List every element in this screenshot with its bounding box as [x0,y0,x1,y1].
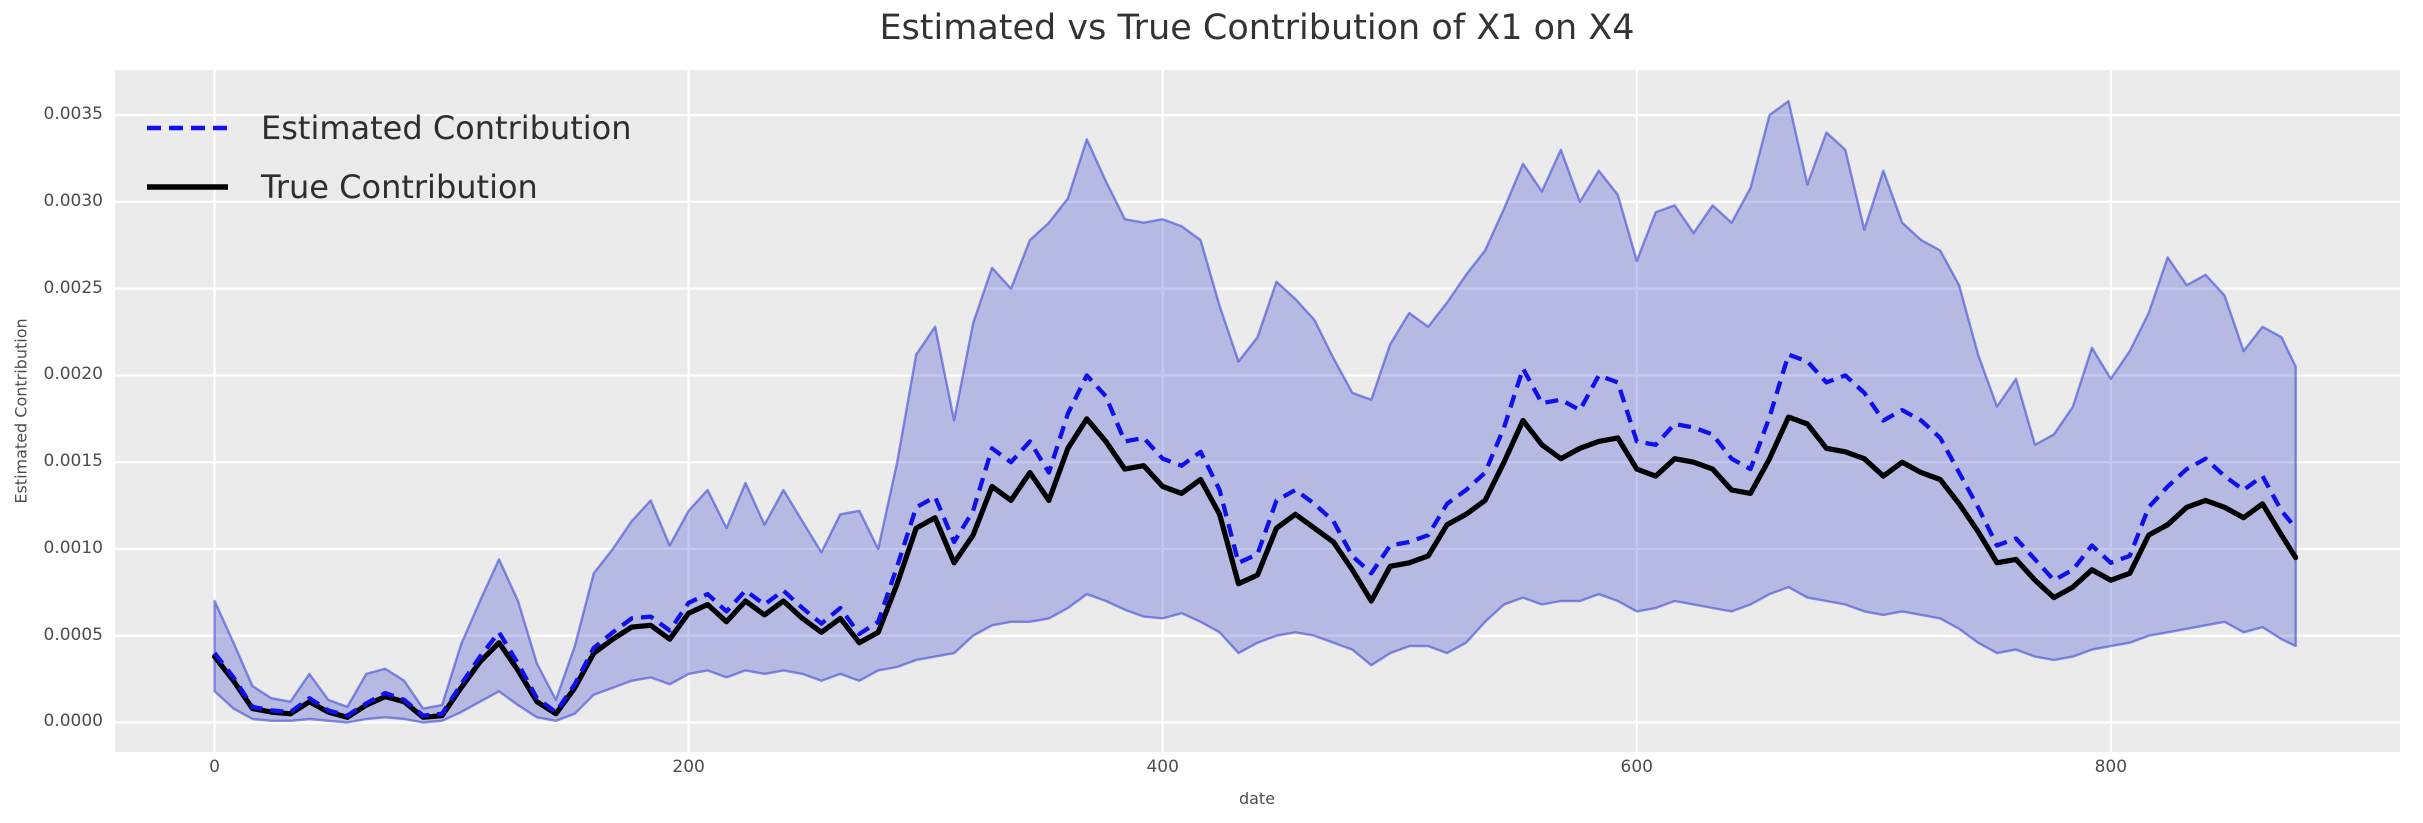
y-tick-label: 0.0010 [43,537,103,558]
y-tick-label: 0.0025 [43,277,103,298]
x-tick-label: 0 [209,757,220,777]
chart-title: Estimated vs True Contribution of X1 on … [879,8,1635,48]
legend-label-estimated: Estimated Contribution [261,108,632,147]
legend-entry-estimated: Estimated Contribution [147,98,632,157]
x-axis-label: date [1238,789,1276,808]
y-tick-label: 0.0005 [43,624,103,645]
legend: Estimated Contribution True Contribution [147,98,632,216]
dashed-line-icon [147,125,228,130]
axes-background [115,70,2400,752]
y-tick-label: 0.0000 [43,711,103,732]
legend-entry-true: True Contribution [147,157,632,216]
x-tick-label: 600 [1620,757,1653,777]
estimated-contribution-line [212,352,2298,718]
confidence-band [213,100,2297,724]
y-tick-label: 0.0030 [43,190,103,211]
y-tick-label: 0.0015 [43,451,103,472]
grid-lines [115,70,2400,752]
y-axis-label: Estimated Contribution [11,318,31,504]
solid-line-icon [147,183,228,190]
y-tick-label: 0.0035 [43,104,103,125]
x-tick-label: 800 [2094,757,2128,777]
x-tick-label: 200 [672,757,705,777]
x-tick-label: 400 [1146,757,1179,777]
legend-label-true: True Contribution [261,167,538,206]
y-tick-label: 0.0020 [43,364,103,385]
